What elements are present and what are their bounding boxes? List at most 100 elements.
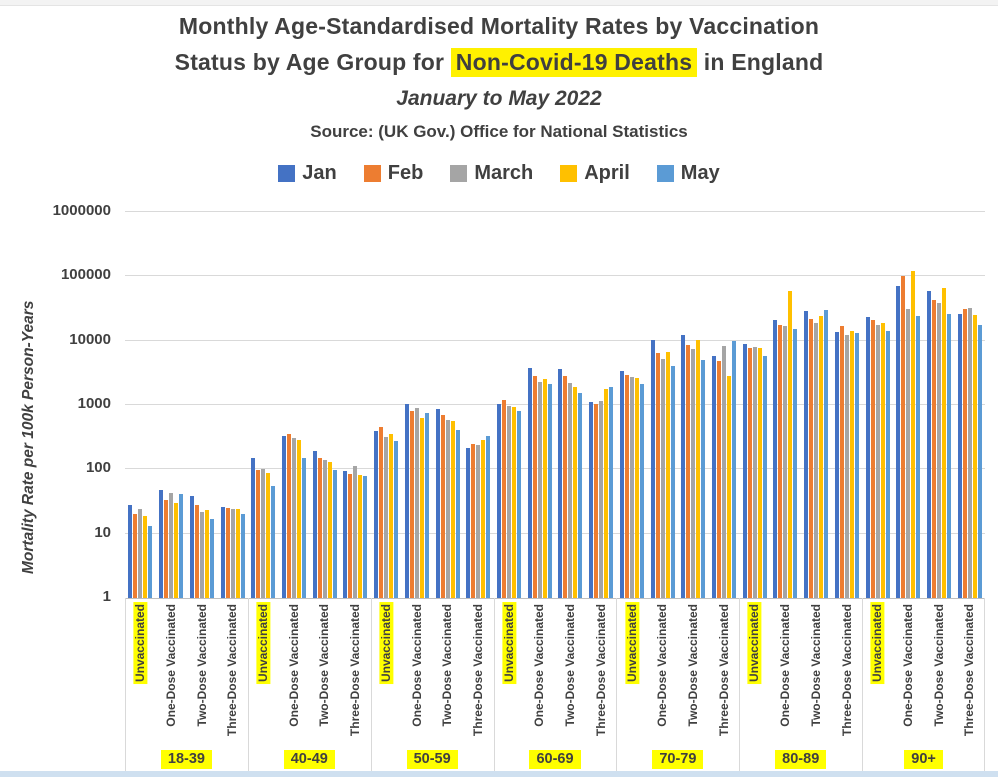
y-tick-label-1000000: 1000000 — [52, 202, 111, 219]
bar — [440, 414, 445, 598]
bar-cluster — [371, 212, 402, 598]
y-tick-label-100: 100 — [85, 459, 111, 477]
age-label-cell: 60-69 — [494, 747, 617, 771]
bar-cluster — [156, 212, 187, 598]
status-label-cell: One-Dose Vaccinated — [279, 602, 310, 744]
bar — [578, 393, 583, 598]
window-bottom-edge — [0, 771, 998, 777]
age-group-18-39 — [125, 212, 248, 598]
status-label-cell: Unvaccinated — [248, 602, 279, 744]
bar — [906, 308, 911, 598]
age-group-separator — [862, 598, 863, 771]
bar — [501, 399, 506, 598]
status-label-cell: Two-Dose Vaccinated — [678, 602, 709, 744]
bar-cluster — [432, 212, 463, 598]
bar — [225, 508, 230, 598]
legend-label-april: April — [584, 161, 630, 184]
age-group-90+ — [862, 212, 985, 598]
bar — [711, 356, 716, 598]
bar — [450, 421, 455, 598]
bar — [496, 403, 501, 598]
bar — [670, 365, 675, 598]
bar — [875, 325, 880, 598]
bar — [819, 315, 824, 598]
title-line2-pre: Status by Age Group for — [174, 49, 451, 75]
age-group-50-59 — [371, 212, 494, 598]
gridline-1000000 — [125, 211, 985, 212]
bar — [696, 340, 701, 598]
bar — [312, 451, 317, 598]
legend-swatch-april — [560, 164, 578, 182]
bar-cluster — [709, 212, 740, 598]
bar — [419, 418, 424, 598]
legend-label-may: May — [680, 161, 720, 184]
status-label-highlighted: Unvaccinated — [378, 602, 394, 685]
bar — [353, 466, 358, 598]
bar — [133, 514, 138, 598]
bar-cluster — [831, 212, 862, 598]
status-label: One-Dose Vaccinated — [778, 604, 793, 727]
y-tick-label-10000: 10000 — [69, 330, 111, 348]
x-axis-age-group-labels: 18-39 40-49 50-59 60-69 70-79 80-89 90+ — [125, 747, 985, 771]
gridlines-layer — [125, 211, 985, 599]
status-label: Three-Dose Vaccinated — [593, 604, 608, 737]
bar — [343, 471, 348, 598]
bar — [384, 436, 389, 598]
status-label-cell: Unvaccinated — [862, 602, 893, 744]
gridline-100000 — [125, 275, 985, 277]
bar — [885, 330, 890, 598]
bar-cluster — [770, 212, 801, 598]
bar — [809, 319, 814, 598]
status-label: Two-Dose Vaccinated — [686, 604, 701, 727]
status-label-highlighted: Unvaccinated — [256, 602, 271, 685]
bar-cluster — [340, 212, 371, 598]
status-label-cell: Three-Dose Vaccinated — [831, 602, 862, 744]
age-group-separator — [248, 598, 249, 771]
y-tick-label-100000: 100000 — [60, 266, 111, 284]
age-label-cell: 70-79 — [616, 747, 739, 771]
bar — [926, 291, 931, 598]
bar — [169, 492, 174, 598]
bar-cluster — [309, 212, 340, 598]
status-label: Three-Dose Vaccinated — [839, 604, 854, 737]
status-label-cell: Unvaccinated — [739, 602, 770, 744]
age-group-separator — [616, 598, 617, 771]
status-label-cell: Two-Dose Vaccinated — [801, 602, 832, 744]
bar — [747, 348, 752, 598]
bar — [783, 325, 788, 598]
status-label: One-Dose Vaccinated — [655, 604, 670, 727]
bar — [716, 361, 721, 598]
legend-swatch-march — [450, 164, 468, 182]
bar — [537, 381, 542, 598]
bar — [941, 287, 946, 598]
status-label-group-70-79: Unvaccinated One-Dose Vaccinated Two-Dose … — [616, 602, 739, 744]
status-label-cell: Unvaccinated — [494, 602, 525, 744]
bar — [128, 504, 133, 598]
bar — [251, 458, 256, 598]
bar — [742, 343, 747, 598]
bar — [296, 439, 301, 598]
bar — [174, 503, 179, 598]
bar — [701, 360, 706, 598]
bar — [179, 494, 184, 598]
status-label: Two-Dose Vaccinated — [563, 604, 578, 727]
bar — [511, 406, 516, 598]
legend-item: May — [656, 161, 720, 185]
age-group-70-79 — [616, 212, 739, 598]
age-group-80-89 — [739, 212, 862, 598]
bar — [235, 509, 240, 598]
age-label-50-59: 50-59 — [406, 749, 458, 769]
status-label-cell: Two-Dose Vaccinated — [186, 602, 217, 744]
legend: Jan Feb March April May — [0, 158, 998, 188]
bar — [880, 322, 885, 598]
chart-title-line2: Status by Age Group for Non-Covid-19 Dea… — [0, 48, 998, 77]
age-group-separator — [125, 598, 126, 771]
bar — [143, 515, 148, 598]
bar — [762, 356, 767, 598]
bar — [686, 344, 691, 598]
bar — [957, 314, 962, 598]
legend-swatch-feb — [363, 164, 381, 182]
status-label: One-Dose Vaccinated — [532, 604, 547, 727]
bar — [547, 383, 552, 598]
age-label-90+: 90+ — [904, 749, 943, 769]
